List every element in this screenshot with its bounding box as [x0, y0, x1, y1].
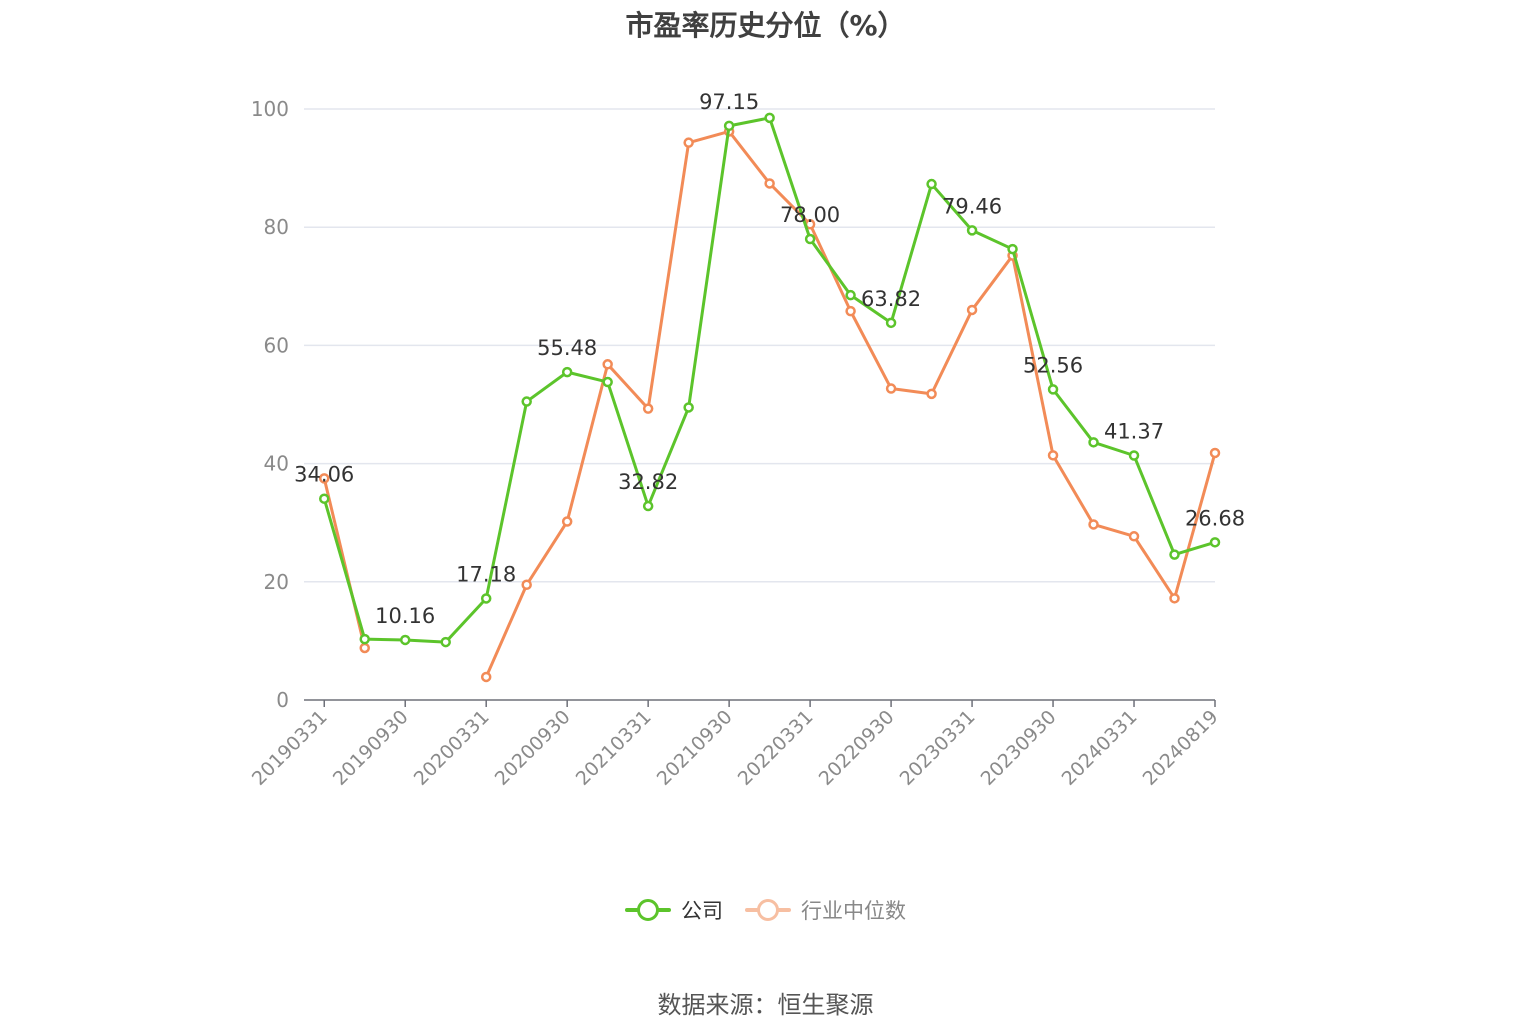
data-point: [1088, 437, 1099, 448]
legend-item-industry[interactable]: 行业中位数: [745, 895, 906, 925]
data-point: [764, 112, 775, 124]
data-point: [885, 317, 897, 329]
y-tick-label: 20: [264, 570, 289, 594]
data-point: [602, 359, 613, 370]
data-label: 63.82: [861, 287, 921, 311]
data-point: [359, 642, 370, 654]
y-tick-label: 100: [251, 97, 289, 121]
data-label: 79.46: [942, 194, 1002, 218]
data-point: [1007, 243, 1018, 255]
legend-company-marker-icon: [625, 899, 671, 921]
data-point: [521, 579, 532, 591]
data-labels: 34.06 10.16 17.18 55.48 32.82 97.15 78.00 63.82…: [294, 90, 1245, 628]
x-tick-label: 20190331: [248, 706, 332, 790]
data-point: [480, 671, 492, 683]
data-point: [1047, 450, 1059, 461]
legend-company-label: 公司: [681, 899, 723, 923]
data-point: [966, 225, 978, 236]
y-tick-label: 60: [264, 333, 289, 357]
data-label: 41.37: [1104, 420, 1164, 444]
data-point: [480, 593, 492, 604]
data-label: 17.18: [456, 562, 516, 586]
series-lines: [318, 112, 1221, 683]
data-source: 数据来源：恒生聚源: [657, 991, 874, 1019]
data-point: [1088, 519, 1099, 530]
data-point: [1169, 593, 1180, 604]
data-point: [359, 633, 370, 645]
data-label: 34.06: [294, 463, 354, 487]
x-tick-label: 20230331: [896, 706, 980, 790]
legend-industry-marker-icon: [745, 899, 791, 921]
data-point: [1169, 549, 1180, 560]
chart-title: 市盈率历史分位（%）: [625, 9, 906, 42]
y-tick-label: 40: [264, 452, 289, 476]
data-point: [561, 366, 573, 378]
y-axis-ticks: 0 20 40 60 80 100: [251, 97, 289, 712]
x-tick-label: 20190930: [329, 706, 413, 790]
x-tick-label: 20220331: [734, 706, 818, 790]
data-point: [1209, 537, 1221, 548]
legend: 公司 行业中位数: [0, 895, 1531, 925]
data-point: [440, 636, 451, 648]
data-point: [1047, 384, 1059, 395]
x-tick-label: 20220930: [815, 706, 899, 790]
data-point: [926, 388, 937, 400]
data-label: 97.15: [699, 90, 759, 114]
grid-lines: [304, 108, 1215, 583]
data-point: [723, 120, 735, 132]
x-tick-label: 20200930: [491, 706, 575, 790]
x-tick-label: 20210331: [572, 706, 656, 790]
legend-item-company[interactable]: 公司: [625, 895, 723, 925]
series-line-industry: [484, 129, 1217, 678]
x-tick-label: 20210930: [653, 706, 737, 790]
x-tick-label: 20230930: [977, 706, 1061, 790]
data-label: 32.82: [618, 470, 678, 494]
x-axis-ticks: 2019033120190930202003312020093020210331…: [248, 700, 1223, 790]
x-tick-label: 20200331: [410, 706, 494, 790]
data-point: [318, 473, 330, 484]
data-point: [845, 289, 856, 301]
x-tick-label: 20240819: [1139, 706, 1223, 790]
data-point: [845, 305, 856, 317]
data-point: [318, 493, 330, 504]
x-tick-label: 20240331: [1058, 706, 1142, 790]
data-point: [521, 396, 532, 407]
data-point: [1128, 531, 1140, 542]
data-point: [602, 376, 613, 388]
data-point: [966, 304, 978, 316]
data-label: 26.68: [1185, 506, 1245, 530]
data-point: [683, 402, 694, 413]
data-label: 52.56: [1023, 353, 1083, 377]
legend-industry-label: 行业中位数: [801, 899, 906, 923]
data-point: [561, 516, 573, 527]
data-point: [683, 137, 694, 148]
y-tick-label: 0: [276, 688, 289, 712]
data-point: [642, 403, 654, 414]
y-tick-label: 80: [264, 215, 289, 239]
data-label: 10.16: [375, 604, 435, 628]
data-point: [764, 178, 775, 189]
data-point: [804, 233, 816, 245]
data-point: [399, 634, 411, 646]
data-point: [885, 383, 897, 394]
data-label: 78.00: [780, 203, 840, 227]
data-point: [642, 500, 654, 512]
data-point: [926, 178, 937, 190]
data-label: 55.48: [537, 336, 597, 360]
data-point: [1209, 447, 1221, 459]
data-point: [1128, 450, 1140, 461]
